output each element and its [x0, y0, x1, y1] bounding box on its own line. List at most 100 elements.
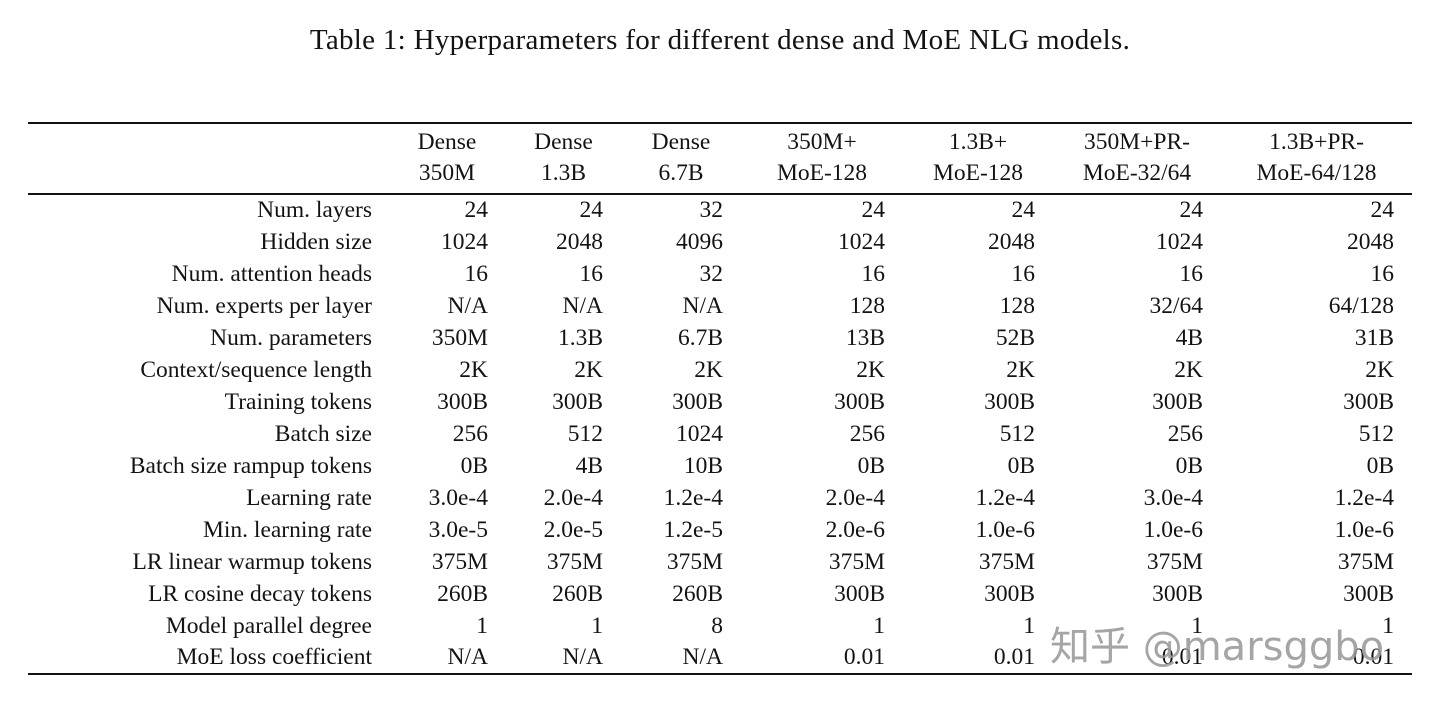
table-row: Batch size rampup tokens 0B 4B 10B 0B 0B 0B 0B [28, 450, 1412, 482]
value-cell: 0B [1175, 452, 1203, 479]
value-cell: 1024 [838, 228, 885, 255]
value-cell: 16 [464, 260, 489, 287]
column-header: Dense 1.3B [506, 123, 621, 195]
value-cell: 2K [574, 356, 603, 383]
value-cell: 4096 [676, 228, 723, 255]
column-header: Dense 350M [388, 123, 506, 195]
value-cell: 0B [1366, 452, 1394, 479]
column-header: 350M+ MoE-128 [741, 123, 903, 195]
row-label: LR linear warmup tokens [132, 548, 372, 575]
value-cell: 24 [861, 197, 886, 223]
value-cell: 2.0e-6 [825, 516, 885, 543]
row-label: Batch size [274, 420, 372, 447]
value-cell: 300B [834, 580, 885, 607]
value-cell: 3.0e-4 [428, 484, 488, 511]
value-cell: 300B [437, 388, 488, 415]
value-cell: N/A [682, 644, 723, 670]
value-cell: 1.2e-4 [975, 484, 1035, 511]
column-header-line2: MoE-128 [932, 160, 1024, 186]
value-cell: 375M [546, 548, 603, 575]
value-cell: 375M [828, 548, 885, 575]
value-cell: 128 [849, 292, 885, 319]
value-cell: 128 [999, 292, 1035, 319]
value-cell: 2.0e-4 [825, 484, 885, 511]
column-header-line2: 1.3B [540, 160, 587, 186]
value-cell: 260B [437, 580, 488, 607]
column-header-line1: 1.3B+PR- [1269, 129, 1364, 155]
value-cell: N/A [682, 292, 723, 319]
value-cell: 2048 [988, 228, 1035, 255]
row-label: Min. learning rate [202, 516, 372, 543]
row-label: MoE loss coefficient [176, 644, 372, 670]
table-body: Num. layers 24 24 32 24 24 24 24 Hidden size 1024… [28, 194, 1412, 674]
value-cell: 1.2e-5 [663, 516, 723, 543]
value-cell: 24 [579, 197, 604, 223]
value-cell: 3.0e-5 [428, 516, 488, 543]
value-cell: 375M [978, 548, 1035, 575]
column-header-line2: 6.7B [658, 160, 704, 186]
table-row: MoE loss coefficient N/A N/A N/A 0.01 0.01 0.0… [28, 642, 1412, 674]
value-cell: 256 [849, 420, 885, 447]
value-cell: 375M [1146, 548, 1203, 575]
table-row: LR cosine decay tokens 260B 260B 260B 300B 30… [28, 578, 1412, 610]
value-cell: 16 [861, 260, 886, 287]
table-row: Hidden size 1024 2048 4096 1024 2048 1024 2048 [28, 226, 1412, 258]
value-cell: 16 [1011, 260, 1036, 287]
column-header: 1.3B+PR- MoE-64/128 [1221, 123, 1412, 195]
table-caption: Table 1: Hyperparameters for different d… [309, 24, 1131, 56]
value-cell: 1 [591, 612, 603, 639]
value-cell: 350M [431, 324, 488, 351]
value-cell: 32 [699, 260, 724, 287]
value-cell: 2048 [1347, 228, 1394, 255]
row-label: Context/sequence length [140, 356, 372, 383]
value-cell: 10B [683, 452, 723, 479]
value-cell: 260B [672, 580, 723, 607]
value-cell: 375M [1337, 548, 1394, 575]
column-header-line1: 350M+PR- [1084, 129, 1190, 155]
value-cell: 1 [1191, 612, 1203, 639]
table-row: Batch size 256 512 1024 256 512 256 512 [28, 418, 1412, 450]
value-cell: 300B [1152, 580, 1203, 607]
value-cell: 1.0e-6 [1334, 516, 1394, 543]
value-cell: 256 [1167, 420, 1203, 447]
value-cell: 1.0e-6 [1143, 516, 1203, 543]
value-cell: N/A [447, 644, 488, 670]
table-row: Context/sequence length 2K 2K 2K 2K 2K 2K 2K [28, 354, 1412, 386]
value-cell: 1024 [676, 420, 723, 447]
value-cell: 8 [711, 612, 723, 639]
value-cell: 512 [567, 420, 603, 447]
value-cell: N/A [447, 292, 488, 319]
table-row: Num. experts per layer N/A N/A N/A 128 128 32/… [28, 290, 1412, 322]
column-header: 350M+PR- MoE-32/64 [1053, 123, 1221, 195]
value-cell: 1 [1382, 612, 1394, 639]
value-cell: 2K [1365, 356, 1394, 383]
value-cell: 1.2e-4 [663, 484, 723, 511]
value-cell: 300B [1343, 580, 1394, 607]
value-cell: 2K [856, 356, 885, 383]
value-cell: 2K [1174, 356, 1203, 383]
value-cell: 24 [1370, 197, 1395, 223]
value-cell: 1.3B [557, 324, 603, 351]
value-cell: 13B [845, 324, 885, 351]
value-cell: 6.7B [677, 324, 723, 351]
header-row: Dense 350M Dense 1.3B Dense 6.7B 350M+ MoE-128 1… [28, 123, 1412, 195]
value-cell: 1 [873, 612, 885, 639]
value-cell: 300B [672, 388, 723, 415]
table-row: Num. attention heads 16 16 32 16 16 16 16 [28, 258, 1412, 290]
column-header: Dense 6.7B [621, 123, 741, 195]
value-cell: 1024 [1156, 228, 1203, 255]
value-cell: 2K [459, 356, 488, 383]
row-label: Training tokens [224, 388, 372, 415]
value-cell: 0.01 [993, 644, 1035, 670]
table-row: LR linear warmup tokens 375M 375M 375M 375M 3… [28, 546, 1412, 578]
column-header: 1.3B+ MoE-128 [903, 123, 1053, 195]
paper-page: Table 1: Hyperparameters for different d… [0, 24, 1440, 675]
table-row: Num. layers 24 24 32 24 24 24 24 [28, 194, 1412, 226]
value-cell: 32 [699, 197, 724, 223]
row-label: Num. attention heads [171, 260, 372, 287]
column-header-line1: Dense [651, 129, 711, 155]
value-cell: 24 [1011, 197, 1036, 223]
value-cell: 260B [552, 580, 603, 607]
column-header-line1: 1.3B+ [948, 129, 1008, 155]
value-cell: 3.0e-4 [1143, 484, 1203, 511]
